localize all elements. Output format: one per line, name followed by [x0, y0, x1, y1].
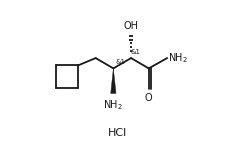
Text: &1: &1	[115, 60, 125, 65]
Text: NH$_2$: NH$_2$	[103, 99, 123, 112]
Text: OH: OH	[124, 21, 138, 31]
Text: &1: &1	[130, 49, 140, 55]
Text: NH$_2$: NH$_2$	[168, 51, 188, 65]
Text: O: O	[145, 93, 153, 103]
Text: HCl: HCl	[108, 128, 127, 138]
Polygon shape	[111, 68, 116, 93]
